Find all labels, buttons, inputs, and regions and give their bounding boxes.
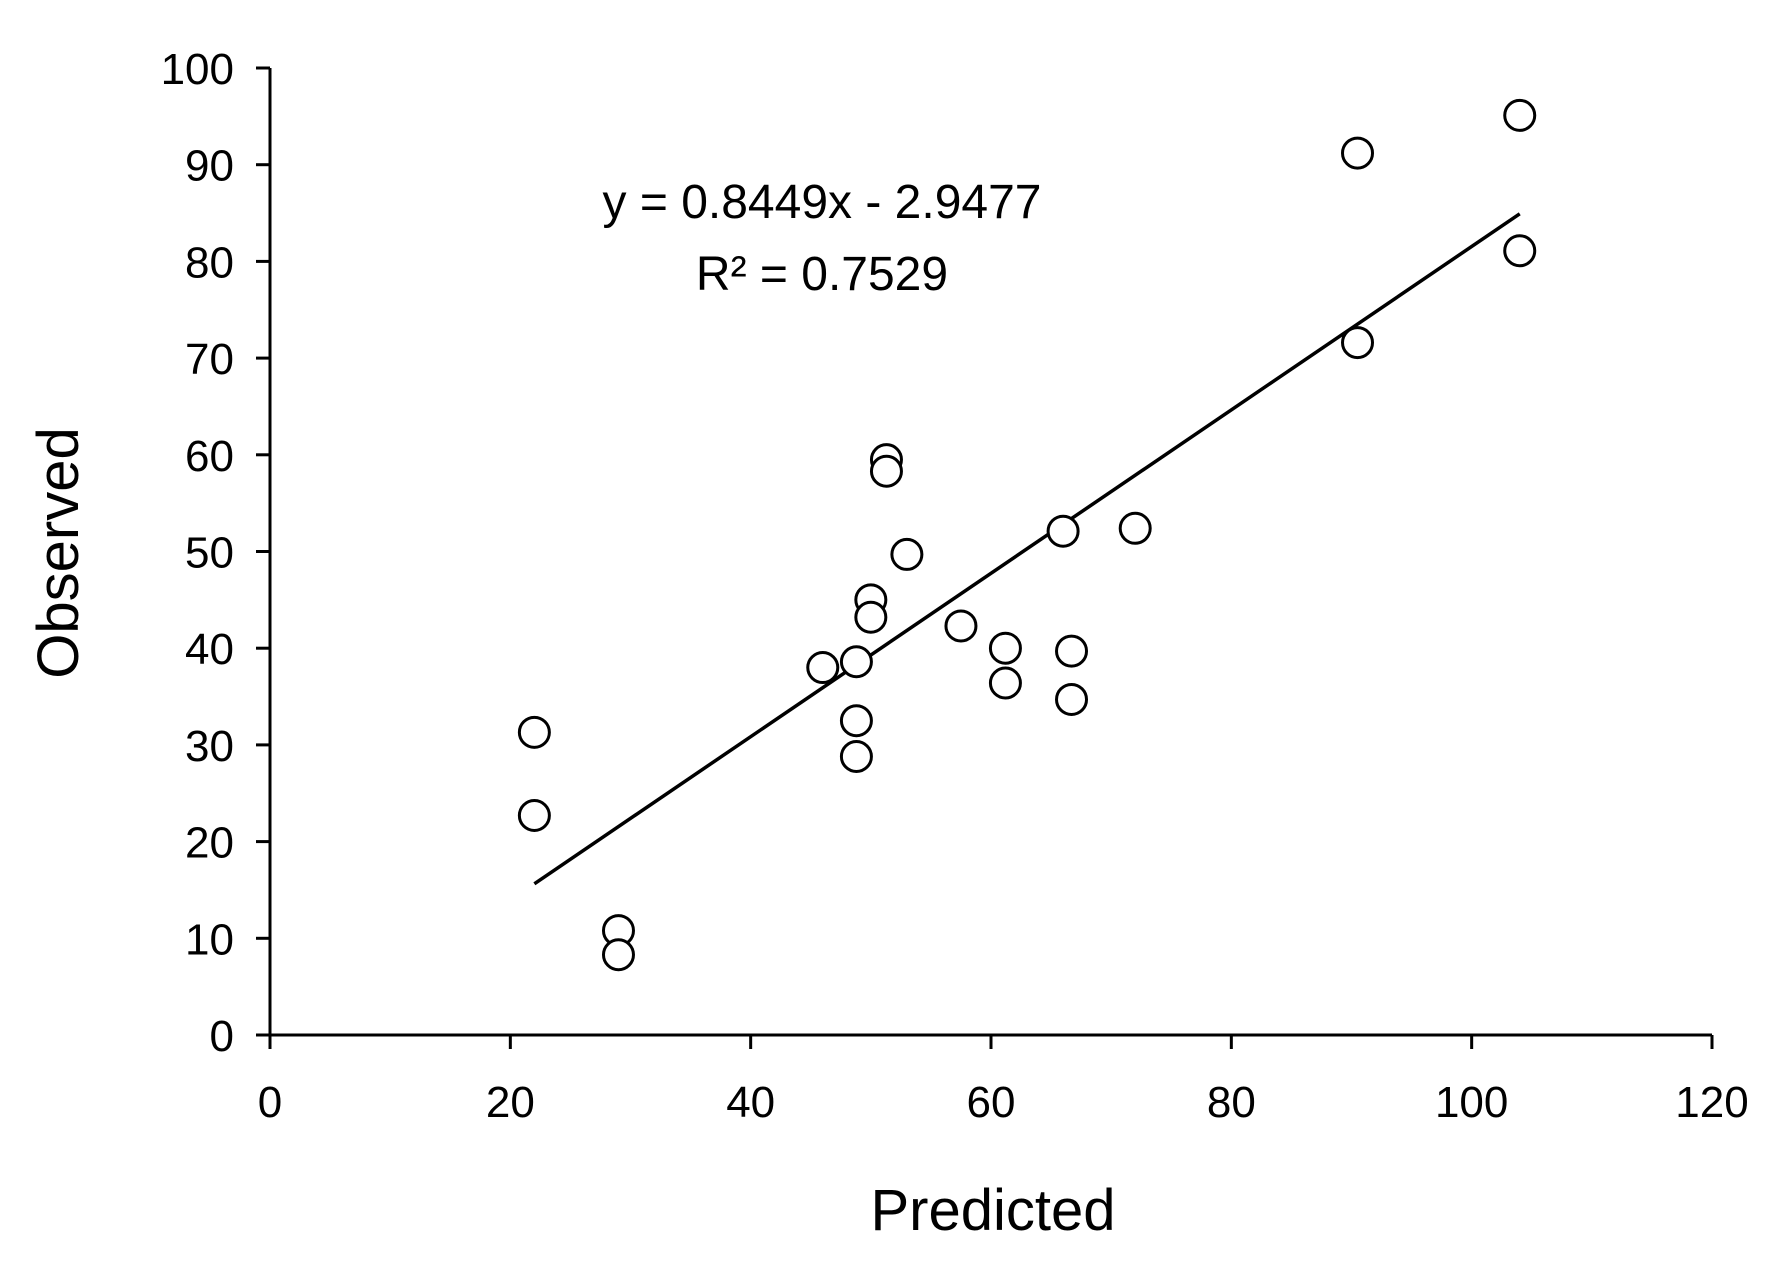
trendline	[533, 212, 1521, 886]
data-point	[1118, 511, 1152, 545]
data-point	[601, 938, 635, 972]
y-tick-label: 60	[185, 432, 234, 481]
labels-layer: y = 0.8449x - 2.9477 R² = 0.7529 Predict…	[26, 176, 1116, 1243]
y-tick-label: 50	[185, 529, 234, 578]
data-point	[890, 537, 924, 571]
data-point	[944, 609, 978, 643]
y-tick-label: 100	[161, 45, 234, 94]
data-point	[839, 704, 873, 738]
y-axis-title: Observed	[26, 427, 91, 678]
data-point	[988, 666, 1022, 700]
x-tick-label: 40	[726, 1078, 775, 1127]
x-tick-label: 100	[1435, 1078, 1508, 1127]
y-tick-label: 80	[185, 238, 234, 287]
y-tick-label: 70	[185, 335, 234, 384]
x-tick-label: 20	[486, 1078, 535, 1127]
data-point	[1341, 326, 1375, 360]
y-tick-label: 30	[185, 722, 234, 771]
y-tick-label: 90	[185, 142, 234, 191]
data-point	[1503, 234, 1537, 268]
data-point	[854, 600, 888, 634]
data-point	[869, 454, 903, 488]
x-tick-label: 80	[1207, 1078, 1256, 1127]
data-point	[1341, 136, 1375, 170]
y-tick-label: 20	[185, 819, 234, 868]
x-tick-label: 120	[1675, 1078, 1748, 1127]
data-point	[1055, 634, 1089, 668]
x-tick-label: 0	[258, 1078, 282, 1127]
y-tick-label: 10	[185, 915, 234, 964]
data-point	[806, 651, 840, 685]
data-point	[1055, 682, 1089, 716]
trendline-equation: y = 0.8449x - 2.9477	[603, 176, 1042, 229]
data-point	[1046, 514, 1080, 548]
trendline-r-squared: R² = 0.7529	[696, 248, 948, 301]
data-points-layer	[517, 98, 1537, 972]
trendline-layer	[533, 212, 1521, 886]
axes-layer: 0 10 20 30 40 50 60 70 80 90 100 0 20 40 60 80 100 120	[161, 45, 1749, 1127]
data-point	[839, 645, 873, 679]
data-point	[988, 631, 1022, 665]
data-point	[517, 798, 551, 832]
data-point	[1503, 98, 1537, 132]
y-tick-label: 40	[185, 625, 234, 674]
data-point	[839, 740, 873, 774]
data-point	[517, 715, 551, 749]
y-tick-label: 0	[210, 1012, 234, 1061]
x-tick-label: 60	[967, 1078, 1016, 1127]
x-axis-title: Predicted	[870, 1178, 1115, 1243]
